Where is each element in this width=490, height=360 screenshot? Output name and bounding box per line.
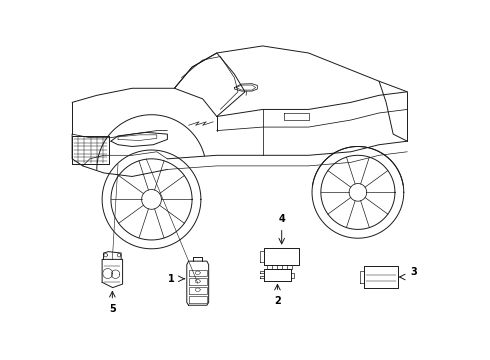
Text: 4: 4 [278, 214, 285, 224]
Text: 1: 1 [168, 274, 175, 284]
Text: 3: 3 [410, 267, 417, 278]
Text: 5: 5 [109, 304, 116, 314]
Text: 2: 2 [274, 296, 281, 306]
